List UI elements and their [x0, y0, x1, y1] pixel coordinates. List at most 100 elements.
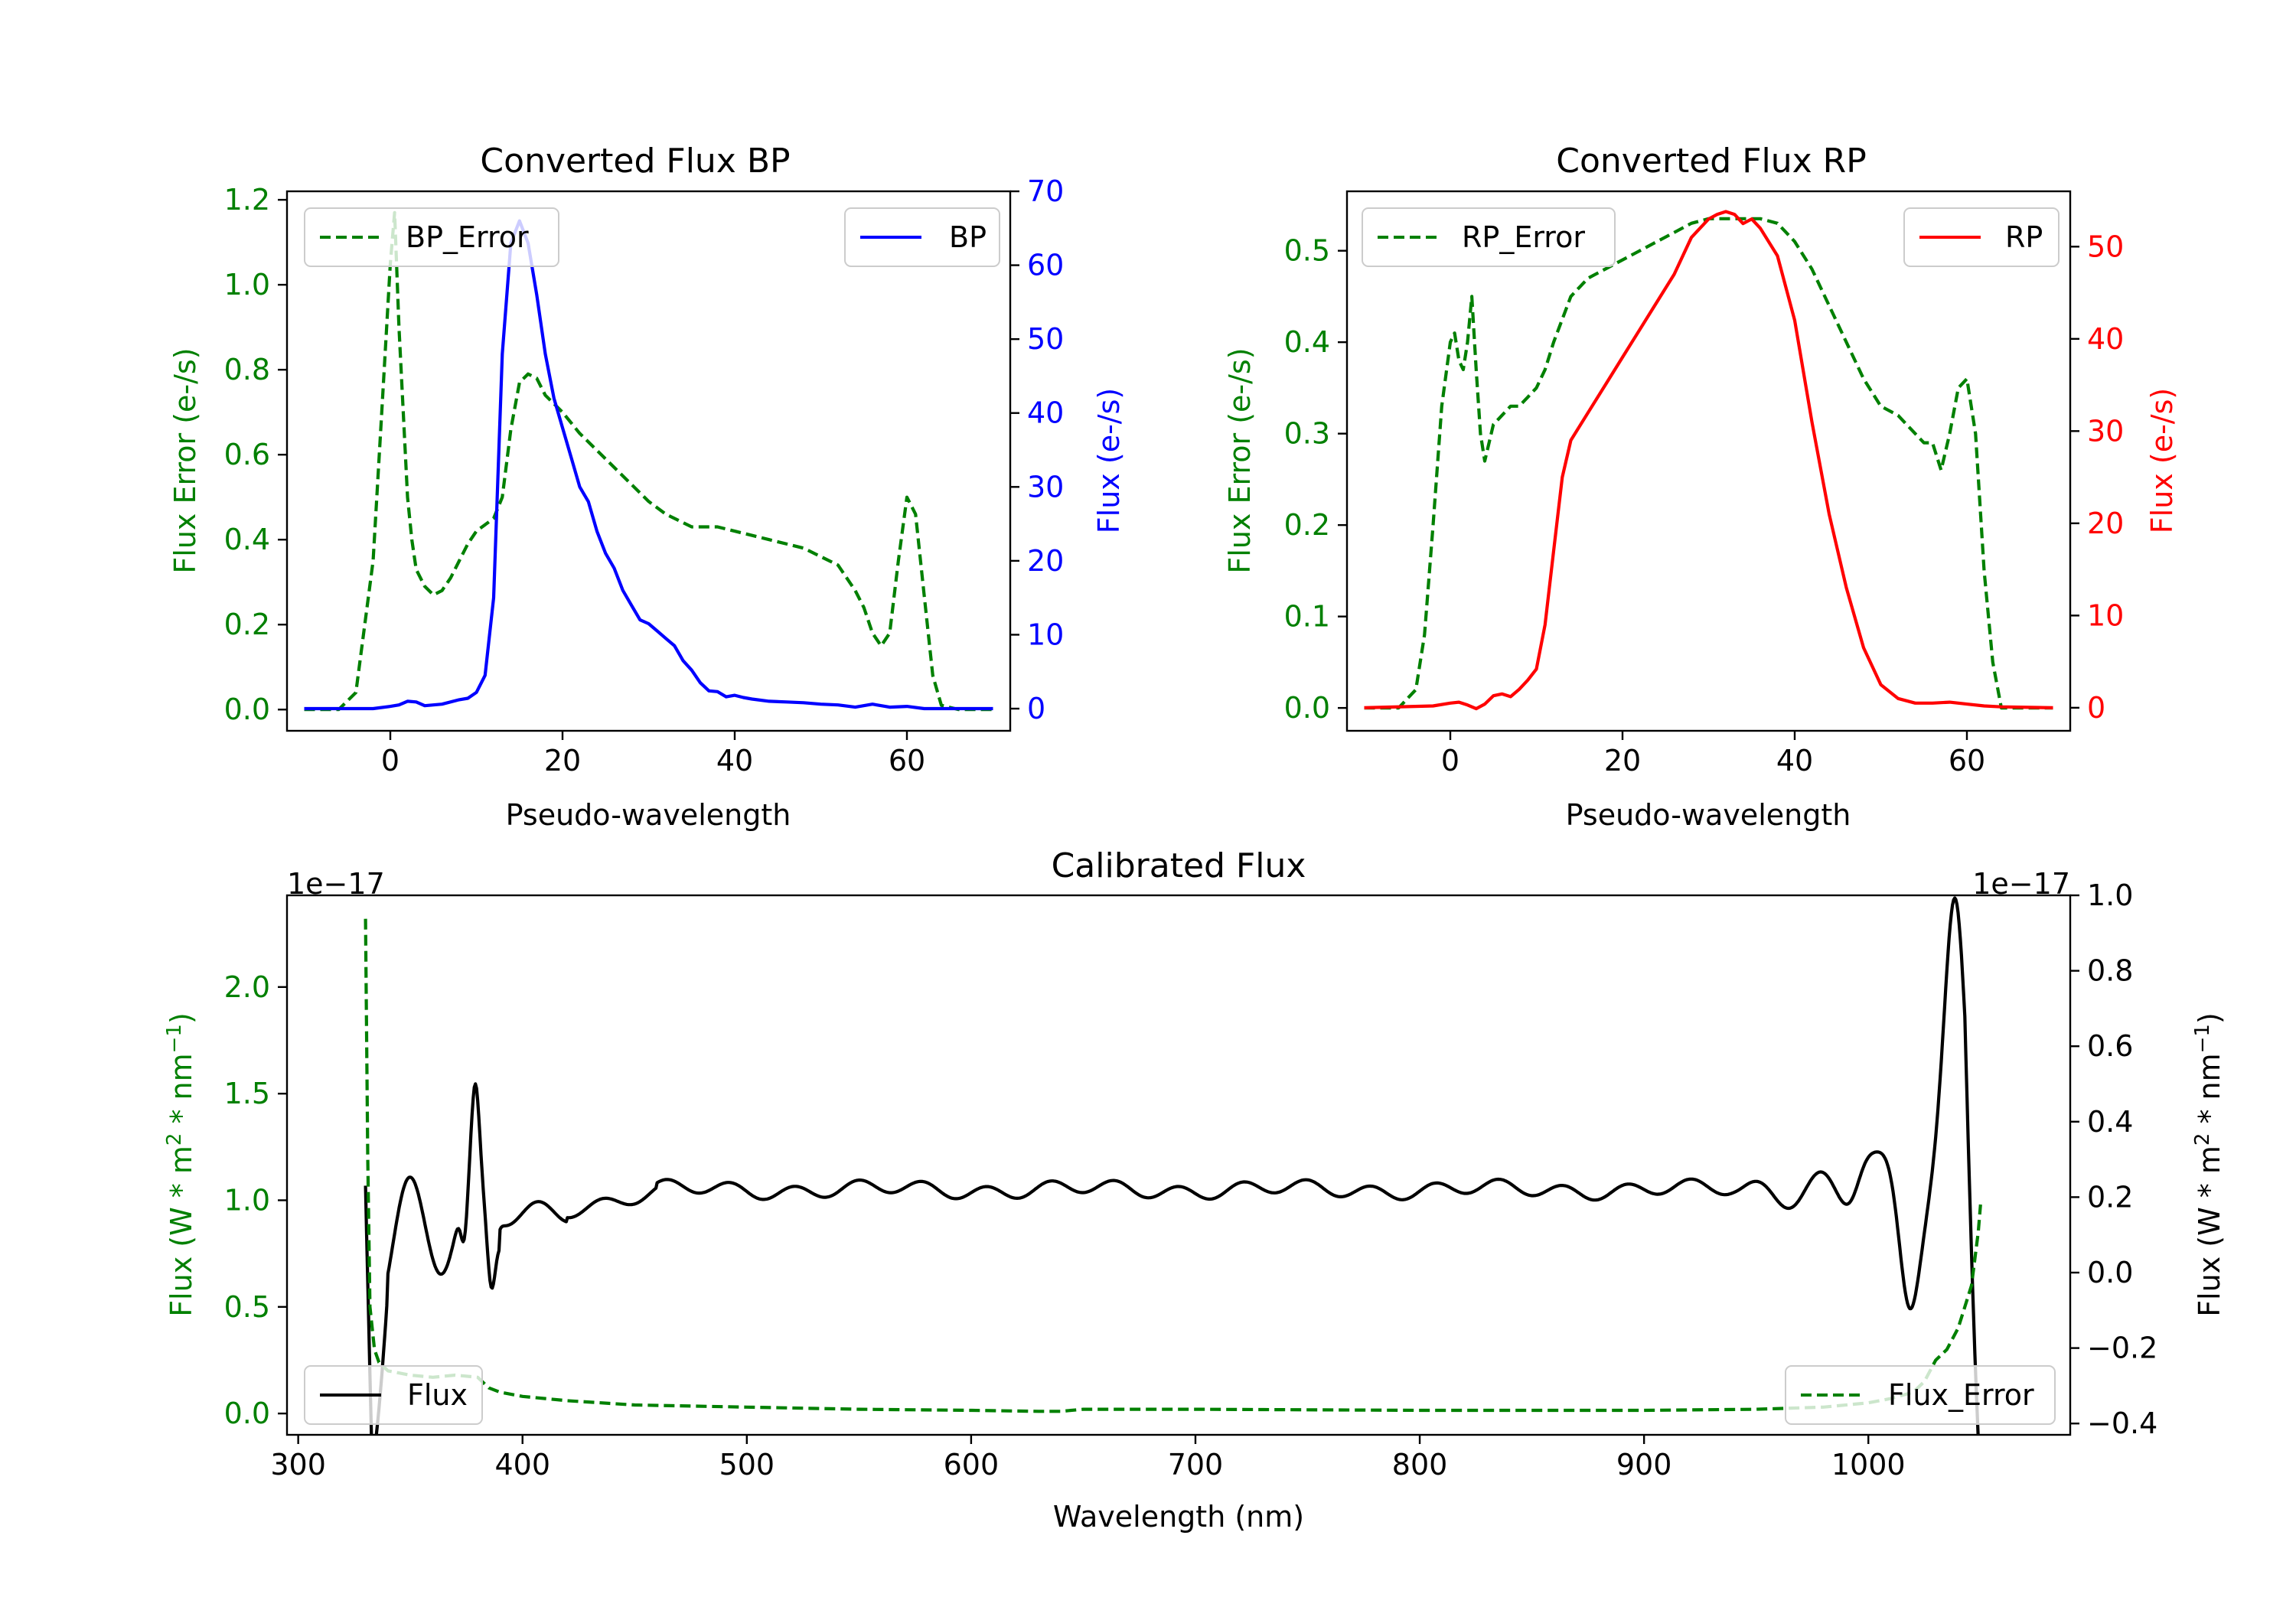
- cal-y-label-left-end: ): [165, 1012, 198, 1024]
- rp-x-tick-label: 40: [1776, 744, 1813, 777]
- rp-y-tick-label-right: 10: [2087, 598, 2124, 632]
- cal-x-tick-label: 600: [944, 1448, 1000, 1482]
- rp-y-tick-label-left: 0.1: [1284, 600, 1330, 634]
- bp-axes-frame: [285, 190, 1012, 732]
- cal-y-label-right-base: Flux (W * m: [2193, 1146, 2226, 1317]
- bp-y-tick-label-left: 0.2: [224, 608, 270, 641]
- cal-x-ticks: 300 400 500 600 700 800 900 1000: [270, 1435, 1906, 1482]
- bp-panel: Converted Flux BP 0 20 40 60 0.0 0.2 0.4 0.6 0.…: [168, 142, 1126, 832]
- bp-y-ticks-left: 0.0 0.2 0.4 0.6 0.8 1.0 1.2: [224, 183, 287, 726]
- cal-x-tick-label: 700: [1168, 1448, 1224, 1482]
- bp-y-tick-label-right: 30: [1027, 470, 1064, 504]
- rp-y-ticks-right: 0 10 20 30 40 50: [2070, 230, 2124, 725]
- cal-y-tick-label-right: 0.0: [2087, 1256, 2133, 1289]
- bp-y-label-left: Flux Error (e-/s): [168, 347, 202, 573]
- bp-y-tick-label-right: 70: [1027, 174, 1064, 208]
- rp-axes-frame: [1345, 190, 2072, 732]
- rp-legend-error: RP_Error: [1362, 207, 1616, 267]
- bp-series-bp: [304, 219, 993, 711]
- bp-legend-error-label: BP_Error: [406, 220, 529, 254]
- rp-y-tick-label-left: 0.4: [1284, 325, 1330, 359]
- cal-x-tick-label: 1000: [1831, 1448, 1906, 1482]
- cal-y-label-right: Flux (W * m2 * nm−1): [2191, 1012, 2226, 1317]
- bp-y-tick-label-left: 0.4: [224, 523, 270, 556]
- bp-y-label-right: Flux (e-/s): [1092, 388, 1126, 533]
- cal-y-tick-label-left: 0.0: [224, 1397, 270, 1430]
- cal-y-label-right-sup: 2: [2191, 1133, 2214, 1146]
- calibrated-panel: Calibrated Flux 1e−17 1e−17 300 400 500 600…: [163, 846, 2226, 1534]
- cal-title: Calibrated Flux: [1052, 846, 1306, 885]
- rp-panel: Converted Flux RP 0 20 40 60 0.00.10.20.30.…: [1223, 142, 2179, 832]
- cal-y-label-left-base: Flux (W * m: [165, 1146, 198, 1317]
- cal-y-label-right-mid: * nm: [2193, 1053, 2226, 1133]
- bp-x-tick-label: 40: [716, 744, 753, 777]
- rp-y-label-left: Flux Error (e-/s): [1223, 347, 1257, 573]
- cal-x-tick-label: 800: [1392, 1448, 1448, 1482]
- cal-y-label-right-sup2: −1: [2191, 1024, 2214, 1053]
- cal-y-tick-label-left: 1.5: [224, 1077, 270, 1110]
- bp-y-tick-label-right: 20: [1027, 544, 1064, 578]
- cal-y-label-right-end: ): [2193, 1012, 2226, 1024]
- bp-y-tick-label-right: 50: [1027, 322, 1064, 356]
- cal-y-tick-label-right: 0.8: [2087, 954, 2133, 988]
- bp-y-tick-label-left: 0.8: [224, 353, 270, 386]
- rp-y-tick-label-right: 20: [2087, 507, 2124, 540]
- cal-y-tick-label-left: 1.0: [224, 1183, 270, 1217]
- rp-x-label: Pseudo-wavelength: [1566, 798, 1851, 832]
- bp-lines: [304, 210, 993, 712]
- cal-x-label: Wavelength (nm): [1053, 1500, 1304, 1534]
- cal-series-flux: [364, 896, 1980, 1435]
- rp-lines: [1364, 210, 2053, 711]
- bp-series-bp-error: [304, 210, 993, 712]
- cal-x-tick-label: 400: [494, 1448, 550, 1482]
- cal-y-tick-label-right: 0.4: [2087, 1105, 2133, 1139]
- cal-legend-flux-label: Flux: [407, 1378, 468, 1412]
- rp-x-tick-label: 20: [1604, 744, 1641, 777]
- cal-legend-flux: Flux: [304, 1365, 483, 1425]
- bp-title: Converted Flux BP: [480, 142, 790, 181]
- rp-y-tick-label-right: 40: [2087, 322, 2124, 356]
- bp-y-tick-label-left: 0.6: [224, 438, 270, 471]
- cal-y-label-left: Flux (W * m2 * nm−1): [163, 1012, 198, 1317]
- bp-legend-error: BP_Error: [304, 207, 559, 267]
- bp-y-tick-label-left: 1.2: [224, 183, 270, 217]
- cal-x-tick-label: 500: [719, 1448, 775, 1482]
- rp-y-label-right: Flux (e-/s): [2145, 388, 2179, 533]
- bp-legend-flux-label: BP: [949, 220, 987, 254]
- cal-x-tick-label: 900: [1616, 1448, 1672, 1482]
- bp-y-tick-label-left: 0.0: [224, 693, 270, 726]
- rp-y-tick-label-left: 0.0: [1284, 691, 1330, 725]
- bp-x-label: Pseudo-wavelength: [506, 798, 791, 832]
- cal-y-tick-label-right: 1.0: [2087, 878, 2133, 912]
- cal-y-tick-label-right: −0.2: [2087, 1332, 2157, 1365]
- cal-y-label-left-sup: 2: [163, 1133, 186, 1146]
- rp-title: Converted Flux RP: [1556, 142, 1867, 181]
- rp-x-tick-label: 0: [1441, 744, 1459, 777]
- bp-x-tick-label: 20: [544, 744, 581, 777]
- cal-y-ticks-right: −0.4 −0.2 0.0 0.2 0.4 0.6 0.8 1.0: [2070, 878, 2157, 1440]
- rp-legend-flux: RP: [1903, 207, 2060, 267]
- cal-y-tick-label-right: 0.2: [2087, 1180, 2133, 1214]
- cal-y-ticks-left: 0.0 0.5 1.0 1.5 2.0: [224, 970, 287, 1430]
- cal-legend-error-label: Flux_Error: [1888, 1378, 2034, 1412]
- bp-legend-flux: BP: [844, 207, 1000, 267]
- rp-y-tick-label-right: 50: [2087, 230, 2124, 263]
- bp-x-tick-label: 60: [889, 744, 925, 777]
- rp-legend-flux-label: RP: [2005, 220, 2043, 254]
- cal-y-label-left-sup2: −1: [163, 1024, 186, 1053]
- cal-y-label-left-mid: * nm: [165, 1053, 198, 1133]
- cal-x-tick-label: 300: [270, 1448, 326, 1482]
- bp-x-tick-label: 0: [381, 744, 400, 777]
- bp-y-ticks-right: 0 10 20 30 40 50 60 70: [1010, 174, 1064, 725]
- rp-y-ticks-left: 0.0 0.1 0.2 0.3 0.4 0.5: [1284, 234, 1347, 725]
- cal-y-tick-label-right: 0.6: [2087, 1029, 2133, 1063]
- bp-y-tick-label-right: 60: [1027, 249, 1064, 282]
- rp-series-rp: [1364, 210, 2053, 711]
- rp-legend-error-label: RP_Error: [1462, 220, 1585, 254]
- cal-y-tick-label-left: 2.0: [224, 970, 270, 1004]
- rp-y-tick-label-right: 30: [2087, 414, 2124, 448]
- bp-y-tick-label-right: 0: [1027, 692, 1045, 725]
- cal-axes-frame: [285, 894, 2072, 1436]
- rp-y-tick-label-left: 0.5: [1284, 234, 1330, 268]
